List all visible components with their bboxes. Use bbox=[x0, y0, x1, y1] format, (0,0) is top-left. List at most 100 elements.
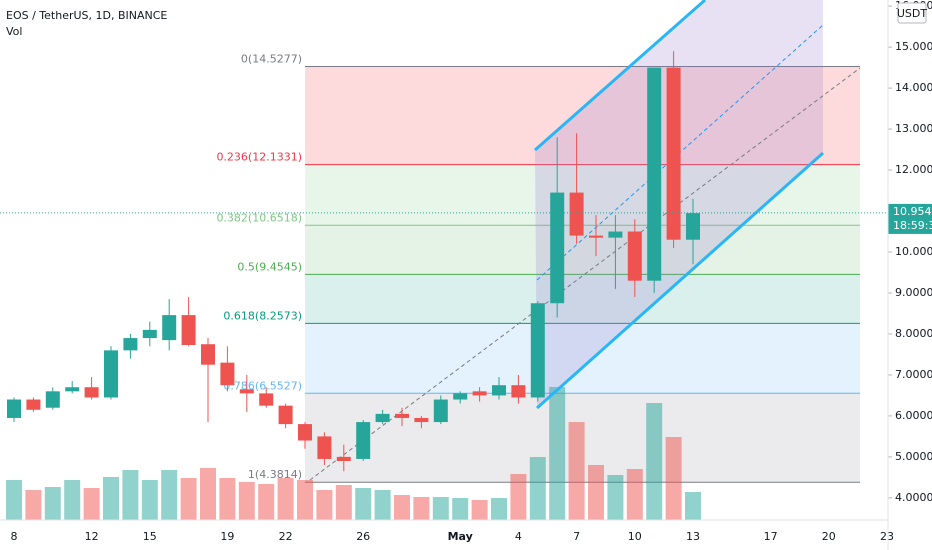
y-tick-label: 5.0000 bbox=[895, 450, 932, 463]
volume-bar bbox=[452, 498, 469, 520]
volume-bar bbox=[297, 480, 313, 520]
currency-box[interactable] bbox=[897, 2, 927, 24]
candle-body bbox=[492, 385, 506, 396]
y-tick-label: 14.0000 bbox=[895, 81, 932, 94]
x-tick-label: 12 bbox=[85, 530, 99, 543]
candle-body bbox=[142, 329, 157, 339]
volume-bar bbox=[44, 487, 61, 520]
x-tick-label: 23 bbox=[880, 530, 894, 543]
candle-body bbox=[181, 315, 196, 346]
volume-bar bbox=[394, 495, 410, 520]
volume-bar bbox=[549, 387, 566, 520]
volume-bar bbox=[219, 478, 236, 520]
volume-bar bbox=[432, 497, 449, 520]
candle-body bbox=[298, 424, 312, 441]
y-tick-label: 8.0000 bbox=[895, 327, 932, 340]
volume-bar bbox=[161, 470, 178, 520]
volume-bar bbox=[510, 474, 527, 520]
candle-body bbox=[569, 192, 584, 236]
last-price-label: 10.9543 bbox=[893, 205, 932, 218]
volume-bar bbox=[626, 469, 643, 520]
candle-body bbox=[45, 391, 60, 408]
volume-bar bbox=[646, 403, 663, 520]
candle-body bbox=[239, 389, 254, 394]
fib-label: 0.786(6.5527) bbox=[223, 379, 302, 392]
volume-bar bbox=[335, 485, 352, 520]
candle-body bbox=[550, 192, 565, 304]
fib-label: 0(14.5277) bbox=[241, 52, 302, 65]
candle-body bbox=[201, 344, 215, 365]
fib-label: 0.618(8.2573) bbox=[223, 309, 302, 322]
volume-bar bbox=[491, 498, 507, 520]
candle-body bbox=[278, 405, 293, 425]
y-tick-label: 4.0000 bbox=[895, 491, 932, 504]
candle-body bbox=[317, 436, 332, 459]
fib-zone bbox=[305, 66, 860, 165]
x-tick-label: May bbox=[448, 530, 473, 543]
candle-body bbox=[104, 350, 118, 398]
volume-bar bbox=[355, 488, 372, 520]
x-tick-label: 8 bbox=[11, 530, 18, 543]
indicator-label: Vol bbox=[6, 25, 22, 38]
y-tick-label: 12.0000 bbox=[895, 163, 932, 176]
volume-pane bbox=[6, 387, 701, 520]
y-tick-label: 6.0000 bbox=[895, 409, 932, 422]
candle-body bbox=[395, 413, 409, 418]
candle-body bbox=[686, 213, 700, 240]
volume-bar bbox=[685, 492, 701, 520]
volume-bar bbox=[374, 490, 391, 520]
countdown-label: 18:59:38 bbox=[893, 219, 932, 232]
currency[interactable]: USDT bbox=[897, 7, 928, 20]
volume-bar bbox=[529, 457, 546, 520]
candle-body bbox=[336, 456, 351, 461]
volume-bar bbox=[122, 470, 139, 520]
candle-body bbox=[7, 399, 21, 418]
volume-bar bbox=[238, 482, 255, 520]
x-tick-label: 13 bbox=[686, 530, 700, 543]
candle-body bbox=[414, 417, 429, 423]
volume-bar bbox=[6, 480, 22, 520]
volume-bar bbox=[141, 480, 158, 520]
candle-body bbox=[608, 231, 623, 238]
volume-bar bbox=[25, 490, 42, 520]
x-tick-label: 20 bbox=[822, 530, 836, 543]
volume-bar bbox=[180, 478, 197, 520]
channel-lower bbox=[536, 151, 824, 410]
fib-label: 1(4.3814) bbox=[248, 468, 302, 481]
fib-zone bbox=[305, 323, 860, 394]
volume-bar bbox=[83, 488, 100, 520]
volume-bar bbox=[316, 490, 333, 520]
candle-body bbox=[453, 393, 468, 400]
symbol-title: EOS / TetherUS, 1D, BINANCE bbox=[6, 9, 167, 22]
y-tick-label: 13.0000 bbox=[895, 122, 932, 135]
candle-body bbox=[220, 362, 235, 386]
candle-body bbox=[511, 385, 526, 398]
y-tick-label: 7.0000 bbox=[895, 368, 932, 381]
x-tick-label: 22 bbox=[279, 530, 293, 543]
y-tick-label: 10.0000 bbox=[895, 245, 932, 258]
candle-body bbox=[26, 399, 41, 410]
last-price-tag bbox=[888, 203, 932, 234]
x-tick-label: 4 bbox=[515, 530, 522, 543]
candle-body bbox=[666, 67, 681, 240]
volume-bar bbox=[200, 468, 216, 520]
volume-bar bbox=[64, 480, 81, 520]
candle-body bbox=[433, 399, 448, 423]
candle-body bbox=[162, 315, 177, 341]
y-tick-label: 15.0000 bbox=[895, 40, 932, 53]
x-tick-label: 19 bbox=[220, 530, 234, 543]
fib-label: 0.382(10.6518) bbox=[216, 211, 302, 224]
volume-bar bbox=[413, 497, 430, 520]
candles bbox=[7, 51, 700, 472]
volume-bar bbox=[103, 477, 119, 520]
candle-body bbox=[647, 67, 662, 281]
volume-bar bbox=[471, 500, 488, 520]
candle-body bbox=[65, 387, 80, 392]
candle-body bbox=[589, 235, 603, 238]
candle-body bbox=[123, 338, 138, 351]
candle-body bbox=[530, 303, 545, 398]
x-tick-label: 10 bbox=[628, 530, 642, 543]
volume-bar bbox=[258, 484, 275, 520]
channel-upper bbox=[534, 0, 706, 152]
